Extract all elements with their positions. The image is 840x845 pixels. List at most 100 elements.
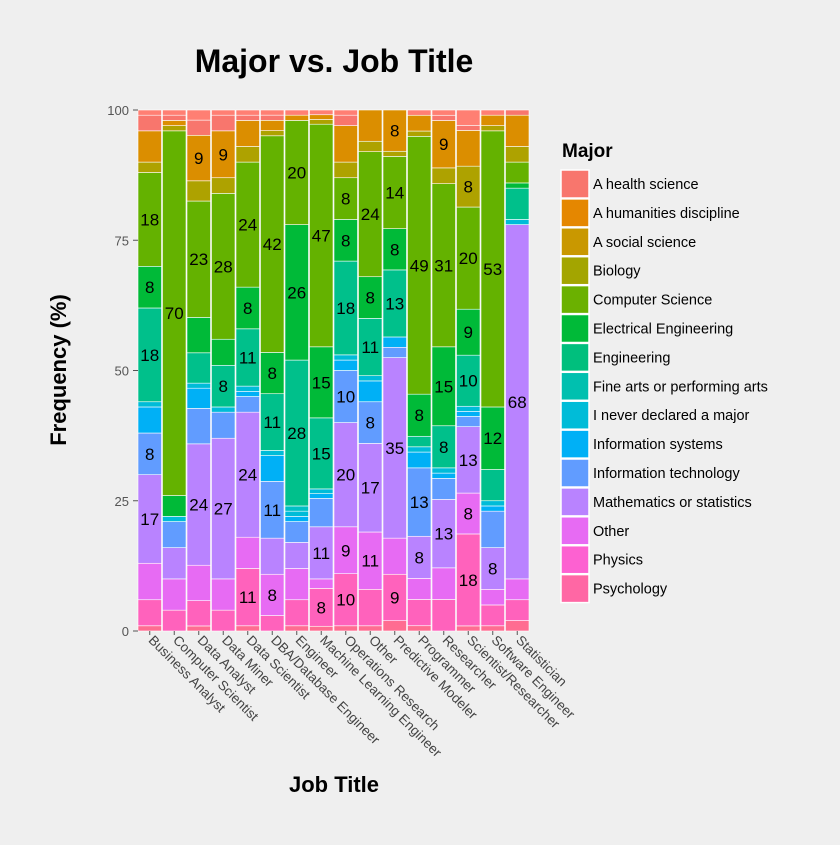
bar-segment xyxy=(333,625,358,632)
bar-segment xyxy=(284,114,309,121)
bar-segment xyxy=(137,599,162,627)
bar-segment xyxy=(186,352,211,384)
bar-segment xyxy=(260,114,285,121)
segment-value-label: 24 xyxy=(238,216,257,235)
segment-value-label: 13 xyxy=(459,451,478,470)
legend: Major A health science A humanities disci… xyxy=(560,141,768,604)
y-tick-label: 25 xyxy=(115,494,129,509)
bar-segment xyxy=(358,375,383,382)
segment-value-label: 20 xyxy=(287,164,306,183)
bar-segment xyxy=(284,542,309,569)
bar-segment xyxy=(211,609,236,632)
segment-labels-group: 17 8 18 8 18 70 24 23 9 27 8 28 9 11 24 11 8 24 8 11 11 8 42 28… xyxy=(140,122,526,618)
bar-segment xyxy=(431,599,456,632)
bar-segment xyxy=(162,578,187,611)
bar-segment xyxy=(235,120,260,147)
bar-segment xyxy=(260,109,285,116)
legend-label: I never declared a major xyxy=(593,408,750,424)
segment-value-label: 24 xyxy=(361,205,380,224)
bar-segment xyxy=(431,109,456,116)
bar-segment xyxy=(333,354,358,361)
bar-segment xyxy=(358,625,383,632)
legend-key xyxy=(560,458,590,488)
bar-segment xyxy=(431,478,456,500)
legend-key xyxy=(560,400,590,430)
bar-segment xyxy=(505,161,530,184)
bar-segment xyxy=(407,435,432,448)
bar-segment xyxy=(162,125,187,132)
legend-key xyxy=(560,516,590,546)
bar-segment xyxy=(162,609,187,632)
bar-segment xyxy=(211,411,236,439)
segment-value-label: 8 xyxy=(464,505,473,524)
bar-segment xyxy=(480,604,505,627)
legend-label: Other xyxy=(593,524,629,540)
bar-segment xyxy=(382,346,407,358)
bar-segment xyxy=(480,625,505,632)
legend-key xyxy=(560,313,590,344)
bar-segment xyxy=(284,521,309,543)
segment-value-label: 11 xyxy=(263,413,281,432)
bar-segment xyxy=(407,599,432,627)
segment-value-label: 18 xyxy=(140,346,159,365)
bar-segment xyxy=(456,625,481,632)
segment-value-label: 8 xyxy=(317,598,326,617)
legend-key xyxy=(560,169,590,199)
bar-segment xyxy=(309,109,334,116)
bar-segment xyxy=(382,109,407,152)
bar-segment xyxy=(186,119,211,136)
segment-value-label: 11 xyxy=(239,588,257,607)
segment-value-label: 24 xyxy=(238,466,257,485)
bar-segment xyxy=(235,146,260,163)
bar-segment xyxy=(480,109,505,116)
bar-segment xyxy=(456,416,481,427)
segment-value-label: 8 xyxy=(268,364,277,383)
bar-segment xyxy=(480,510,505,548)
segment-value-label: 31 xyxy=(434,256,453,275)
legend-key xyxy=(560,429,590,459)
bar-segment xyxy=(162,114,187,121)
legend-label: A social science xyxy=(593,235,696,251)
legend-label: A health science xyxy=(593,177,699,193)
bar-segment xyxy=(309,493,334,499)
bar-segment xyxy=(235,109,260,116)
bar-segment xyxy=(284,109,309,116)
y-axis: 0 25 50 75 100 xyxy=(107,103,138,639)
bar-segment xyxy=(235,114,260,121)
bar-segment xyxy=(382,537,407,575)
bar-segment xyxy=(260,130,285,137)
segment-value-label: 11 xyxy=(263,501,281,520)
bar-segment xyxy=(505,599,530,621)
segment-value-label: 8 xyxy=(145,278,154,297)
legend-label: Engineering xyxy=(593,350,670,366)
legend-label: Physics xyxy=(593,553,643,569)
segment-value-label: 8 xyxy=(488,559,497,578)
bar-segment xyxy=(284,510,309,517)
bar-segment xyxy=(456,405,481,412)
legend-key xyxy=(560,487,590,517)
segment-value-label: 14 xyxy=(385,184,404,203)
segment-value-label: 17 xyxy=(361,479,380,498)
segment-value-label: 20 xyxy=(336,466,355,485)
bar-segment xyxy=(284,625,309,632)
bar-segment xyxy=(162,516,187,522)
bars-group xyxy=(137,109,530,632)
segment-value-label: 13 xyxy=(410,493,429,512)
segment-value-label: 8 xyxy=(390,122,399,141)
bar-segment xyxy=(505,146,530,163)
bar-segment xyxy=(333,114,358,126)
segment-value-label: 10 xyxy=(459,372,478,391)
bar-segment xyxy=(162,495,187,517)
y-tick-label: 50 xyxy=(115,364,129,379)
segment-value-label: 12 xyxy=(483,429,502,448)
segment-value-label: 8 xyxy=(341,231,350,250)
segment-value-label: 53 xyxy=(483,260,502,279)
bar-segment xyxy=(431,472,456,479)
bar-segment xyxy=(137,625,162,632)
bar-segment xyxy=(211,177,236,194)
bar-segment xyxy=(211,109,236,116)
bar-segment xyxy=(480,125,505,132)
segment-value-label: 9 xyxy=(390,588,399,607)
bar-segment xyxy=(456,130,481,167)
y-tick-label: 0 xyxy=(122,624,129,639)
